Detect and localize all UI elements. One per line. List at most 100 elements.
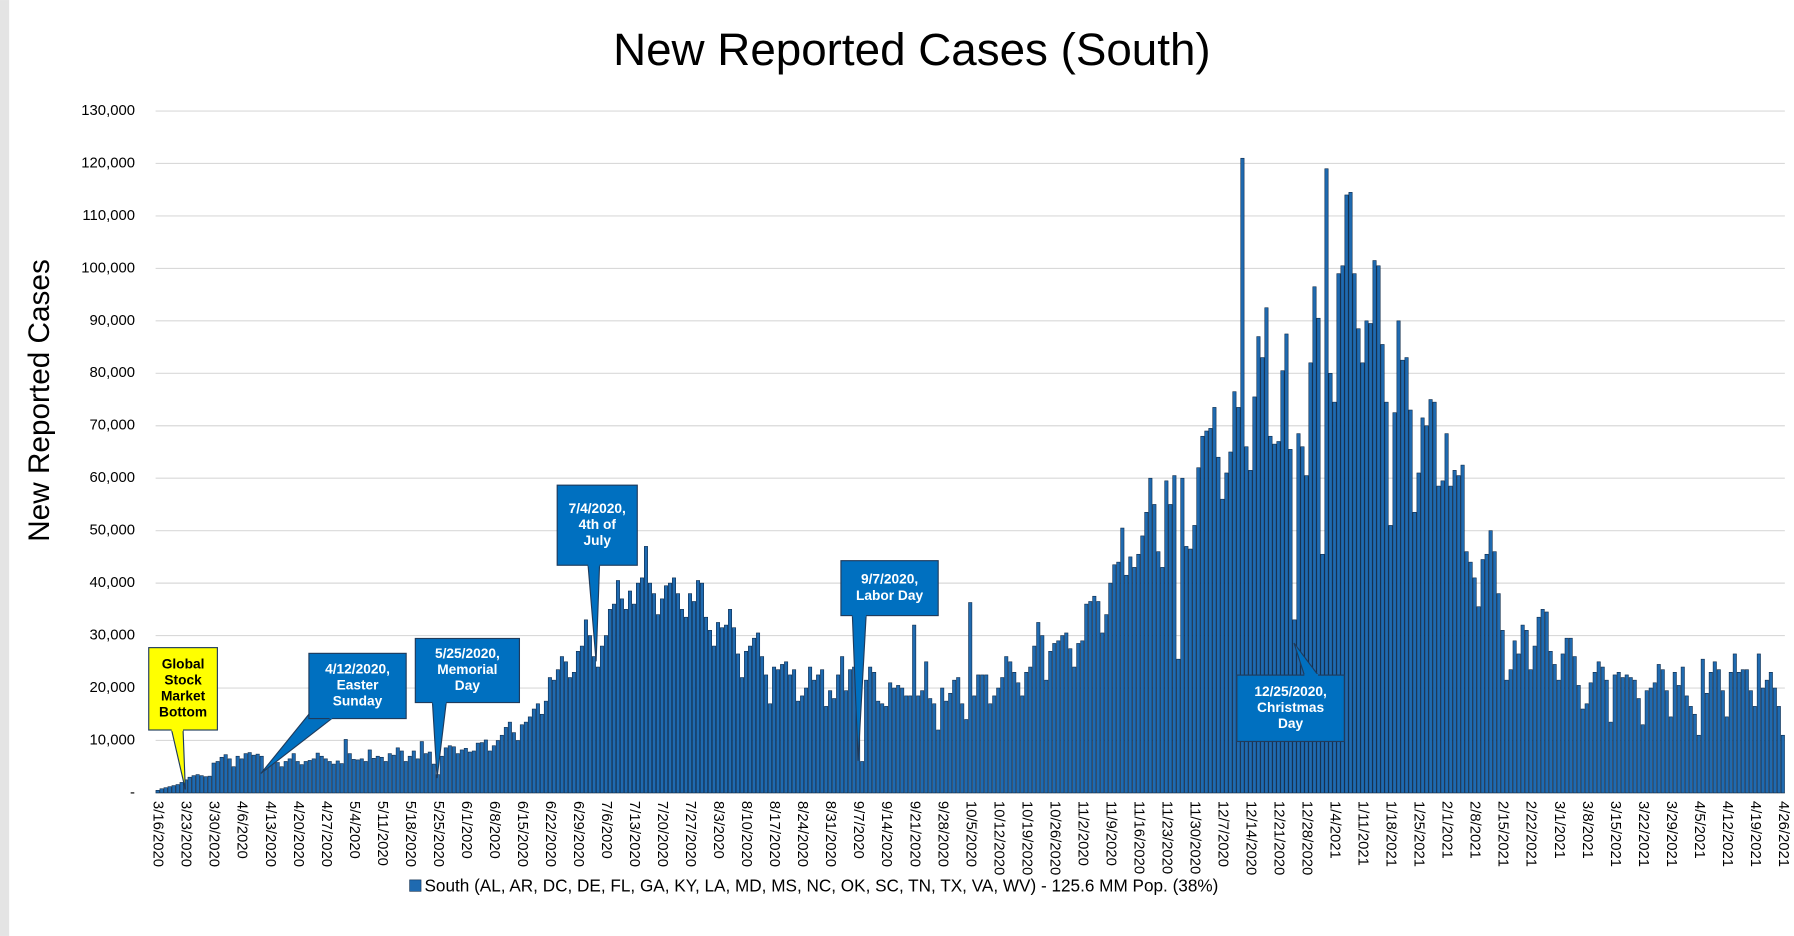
bar bbox=[880, 703, 885, 794]
bar bbox=[555, 669, 560, 794]
bar bbox=[483, 739, 488, 794]
bar bbox=[1392, 412, 1397, 794]
bar bbox=[559, 656, 564, 794]
y-tick-label: 80,000 bbox=[90, 365, 135, 381]
bar bbox=[704, 616, 708, 794]
bar bbox=[167, 786, 172, 794]
x-tick-label: 9/21/2020 bbox=[906, 801, 922, 867]
bar bbox=[740, 677, 745, 794]
bar bbox=[215, 761, 220, 794]
bar bbox=[523, 721, 528, 794]
bar bbox=[1620, 677, 1625, 794]
bar bbox=[495, 740, 500, 794]
bar bbox=[623, 609, 628, 794]
bar bbox=[1484, 553, 1489, 794]
x-tick-label: 3/1/2021 bbox=[1551, 801, 1567, 859]
bar bbox=[1600, 666, 1605, 794]
bar bbox=[876, 700, 881, 794]
bar bbox=[1368, 323, 1373, 794]
bar bbox=[1192, 525, 1197, 794]
bar bbox=[1044, 679, 1049, 794]
x-tick-label: 4/13/2020 bbox=[262, 801, 278, 867]
bar bbox=[1448, 485, 1453, 794]
callout-box bbox=[840, 560, 939, 617]
bar bbox=[864, 679, 869, 794]
bar bbox=[459, 749, 464, 794]
bar bbox=[1196, 467, 1201, 794]
bar bbox=[804, 687, 809, 794]
y-tick-label: 70,000 bbox=[90, 418, 135, 434]
x-tick-label: 12/14/2020 bbox=[1243, 801, 1259, 875]
bar bbox=[708, 630, 712, 794]
bar bbox=[1508, 669, 1513, 794]
bar bbox=[419, 741, 424, 794]
bar bbox=[1032, 645, 1037, 794]
callout-text: 9/7/2020, bbox=[861, 572, 918, 587]
chart-title: New Reported Cases (South) bbox=[613, 24, 1211, 75]
bar bbox=[1320, 553, 1325, 794]
bar bbox=[688, 593, 692, 794]
bar bbox=[964, 719, 969, 794]
y-tick-label: 20,000 bbox=[90, 680, 135, 696]
bar bbox=[1080, 640, 1085, 794]
x-tick-label: 10/12/2020 bbox=[990, 801, 1006, 875]
x-tick-label: 8/31/2020 bbox=[822, 801, 838, 867]
bar bbox=[636, 582, 640, 794]
bar bbox=[1220, 498, 1225, 794]
bar bbox=[1632, 679, 1637, 794]
bar bbox=[1500, 630, 1505, 794]
bar bbox=[1480, 559, 1485, 794]
bar bbox=[1072, 666, 1077, 794]
bar bbox=[1652, 682, 1657, 794]
bar bbox=[1388, 525, 1393, 794]
bar bbox=[1288, 449, 1293, 794]
bar bbox=[1264, 307, 1269, 794]
bar bbox=[1116, 561, 1121, 794]
bar bbox=[1696, 734, 1701, 794]
bar bbox=[836, 674, 841, 794]
bar bbox=[263, 769, 268, 794]
bar bbox=[1240, 157, 1245, 794]
bar bbox=[1052, 643, 1057, 794]
bar bbox=[1200, 435, 1205, 794]
bar bbox=[235, 755, 240, 794]
bar bbox=[283, 761, 288, 794]
bar bbox=[1128, 556, 1133, 794]
bar bbox=[716, 622, 720, 794]
bar bbox=[1092, 595, 1097, 794]
bar bbox=[924, 661, 929, 794]
bar bbox=[1408, 409, 1413, 794]
bar bbox=[1736, 672, 1741, 794]
bar bbox=[159, 788, 164, 794]
bar bbox=[155, 790, 160, 794]
bar bbox=[1344, 194, 1349, 794]
bar bbox=[1188, 548, 1193, 794]
callout-text: 4/12/2020, bbox=[325, 662, 390, 677]
bar bbox=[940, 687, 945, 794]
x-tick-label: 3/8/2021 bbox=[1579, 801, 1595, 859]
bar bbox=[724, 624, 729, 794]
bar bbox=[567, 677, 572, 794]
bar bbox=[1680, 666, 1685, 794]
bar bbox=[1672, 672, 1677, 794]
bar bbox=[1248, 470, 1253, 794]
bar bbox=[1336, 273, 1341, 794]
bar bbox=[1512, 640, 1517, 794]
bar bbox=[1412, 512, 1417, 794]
x-tick-label: 1/11/2021 bbox=[1355, 801, 1371, 866]
bar bbox=[1376, 265, 1381, 794]
bar bbox=[816, 674, 821, 794]
callout-text: Labor Day bbox=[856, 588, 923, 603]
bar bbox=[1040, 635, 1045, 794]
x-tick-label: 2/22/2021 bbox=[1523, 801, 1539, 867]
x-tick-label: 6/8/2020 bbox=[486, 801, 502, 859]
bar bbox=[527, 716, 532, 794]
bar bbox=[1180, 477, 1185, 794]
callout-text: Day bbox=[1278, 716, 1304, 731]
x-tick-label: 4/27/2020 bbox=[318, 801, 334, 867]
bar bbox=[303, 761, 308, 794]
x-tick-label: 5/18/2020 bbox=[402, 801, 418, 867]
bar bbox=[439, 755, 444, 794]
